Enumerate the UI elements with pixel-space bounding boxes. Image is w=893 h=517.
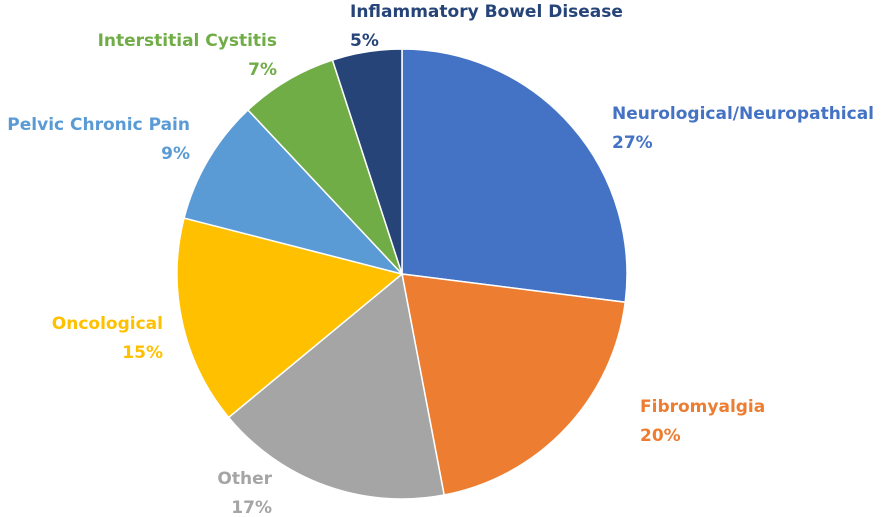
pie-labels: Neurological/Neuropathical 27% Fibromyalgi… [7, 2, 874, 517]
pie-slice-oncological [176, 217, 404, 419]
pie-slice-fibromyalgia [401, 273, 627, 496]
slice-label-fibromyalgia: Fibromyalgia [640, 397, 765, 417]
slice-label-other: Other [217, 469, 272, 489]
pie-slice-other [227, 272, 446, 500]
slice-value-neurological-neuropathical: 27% [612, 133, 653, 153]
pie-slice-inflammatory-bowel-disease [331, 48, 403, 275]
slice-label-inflammatory-bowel-disease: Inflammatory Bowel Disease [350, 2, 623, 22]
slice-value-fibromyalgia: 20% [640, 426, 681, 446]
slice-value-inflammatory-bowel-disease: 5% [350, 31, 379, 51]
slice-value-interstitial-cystitis: 7% [248, 60, 277, 80]
slice-label-interstitial-cystitis: Interstitial Cystitis [98, 31, 277, 51]
slice-label-neurological-neuropathical: Neurological/Neuropathical [612, 104, 874, 124]
slice-value-other: 17% [231, 498, 272, 517]
pie-slice-pelvic-chronic-pain [183, 108, 405, 276]
pie-slices [176, 48, 628, 500]
slice-value-pelvic-chronic-pain: 9% [161, 144, 190, 164]
slice-label-pelvic-chronic-pain: Pelvic Chronic Pain [7, 115, 190, 135]
slice-value-oncological: 15% [122, 343, 163, 363]
pie-slice-neurological-neuropathical [401, 48, 628, 304]
slice-label-oncological: Oncological [52, 314, 163, 334]
